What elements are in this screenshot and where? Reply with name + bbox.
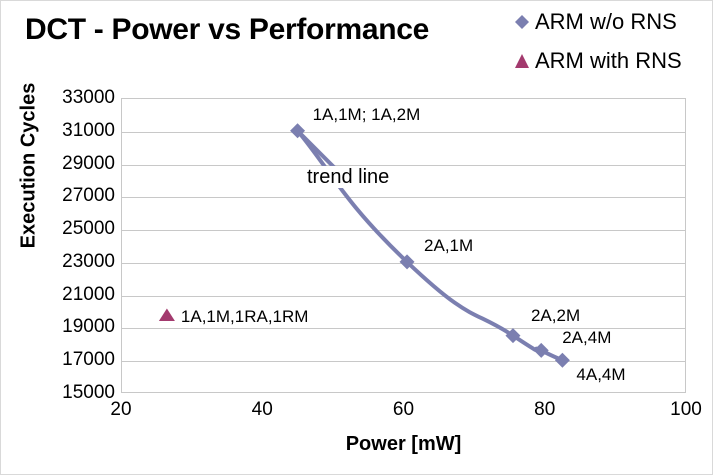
x-tick-label: 40 <box>251 399 273 420</box>
data-point-label: 1A,1M; 1A,2M <box>312 104 421 124</box>
gridline <box>122 230 685 232</box>
y-tick-label: 31000 <box>62 119 115 141</box>
data-point-label: 2A,4M <box>562 328 612 348</box>
y-tick-label: 15000 <box>62 382 115 403</box>
legend-item-arm-with-rns[interactable]: ARM with RNS <box>513 50 682 72</box>
y-tick-label: 23000 <box>62 250 115 272</box>
x-axis-ticks: 20 40 60 80 100 <box>110 399 701 425</box>
data-point-label: 2A,1M <box>424 235 474 255</box>
data-point-label: 1A,1M,1RA,1RM <box>180 306 309 326</box>
gridline <box>122 262 685 264</box>
x-tick-label: 60 <box>392 399 415 420</box>
gridline <box>122 295 685 297</box>
y-tick-label: 29000 <box>62 152 115 174</box>
x-axis-title: Power [mW] <box>345 433 462 455</box>
gridline <box>122 131 685 133</box>
y-axis-ticks: 15000 17000 19000 21000 23000 25000 27000 29000… <box>1 87 115 403</box>
legend-label-arm-with-rns: ARM with RNS <box>535 48 682 73</box>
plot-area: 1A,1M; 1A,2M 2A,1M 2A,2M 2A,4M 4A,4M 1A,1M,1R… <box>121 98 686 393</box>
x-tick-label: 80 <box>534 399 556 420</box>
y-tick-label: 21000 <box>62 283 115 305</box>
y-tick-label: 19000 <box>62 316 115 338</box>
legend-label-arm-wo-rns: ARM w/o RNS <box>535 9 677 34</box>
gridline <box>122 197 685 199</box>
diamond-marker-icon <box>515 15 529 29</box>
data-point-label: 4A,4M <box>576 365 626 385</box>
x-tick-label: 100 <box>670 399 702 420</box>
y-tick-label: 33000 <box>62 87 115 108</box>
y-axis-title: Execution Cycles <box>17 82 40 249</box>
y-tick-label: 27000 <box>62 185 115 207</box>
trend-line-annotation: trend line <box>304 166 393 188</box>
y-tick-label: 17000 <box>62 349 115 371</box>
chart-title: DCT - Power vs Performance <box>25 13 429 46</box>
triangle-marker-icon <box>515 54 529 68</box>
y-tick-label: 25000 <box>62 218 115 240</box>
chart-legend: ARM w/o RNS ARM with RNS <box>513 11 682 72</box>
legend-item-arm-wo-rns[interactable]: ARM w/o RNS <box>513 11 682 33</box>
x-tick-label: 20 <box>110 399 132 420</box>
gridline <box>122 361 685 363</box>
gridline <box>122 164 685 166</box>
data-point-label: 2A,2M <box>530 305 581 325</box>
